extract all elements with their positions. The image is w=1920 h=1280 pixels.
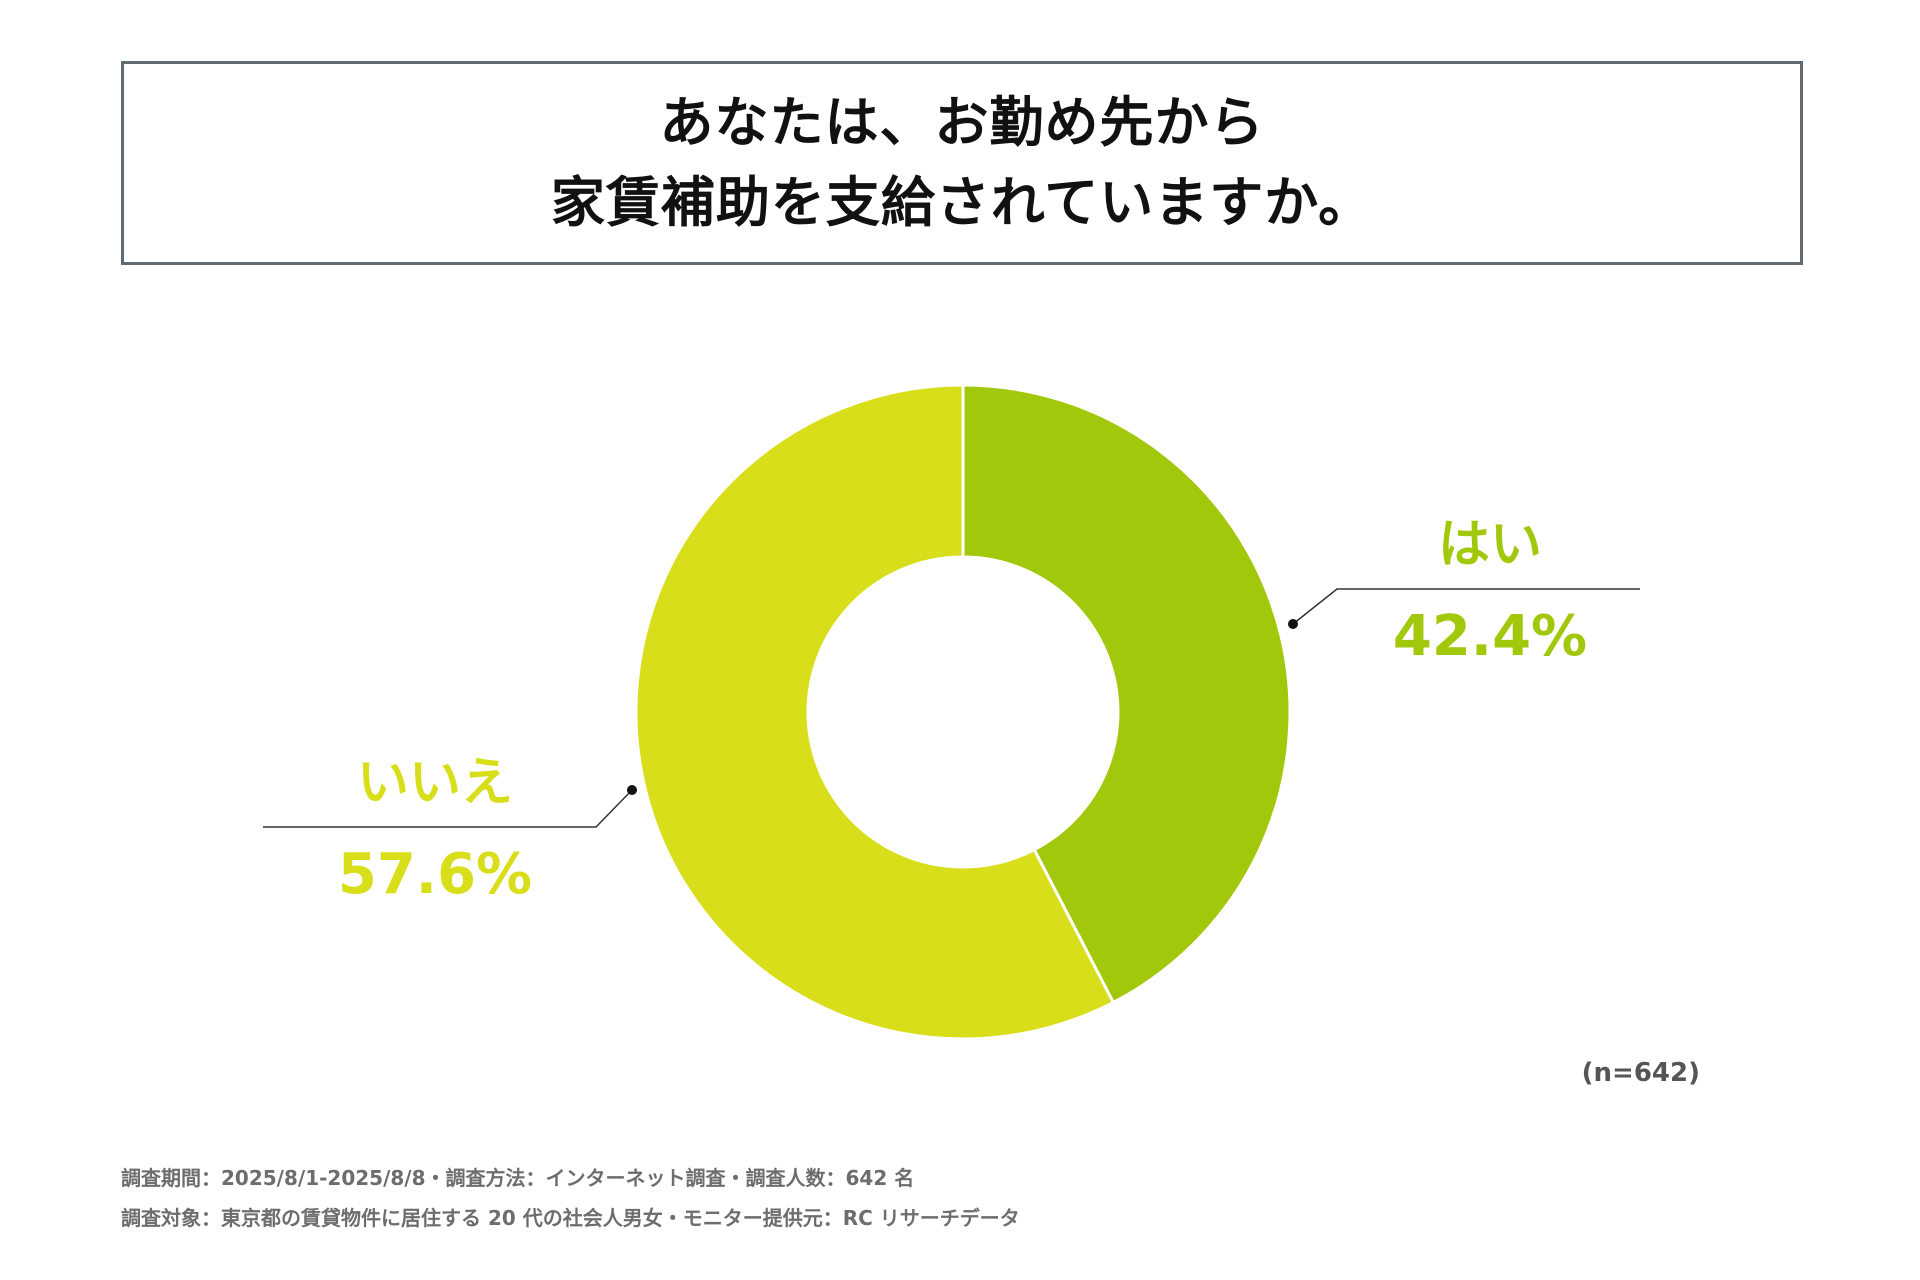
donut-slice-2	[634, 383, 1116, 1041]
sample-size-label: (n=642)	[1581, 1058, 1700, 1088]
survey-footnote-1: 調査期間：2025/8/1-2025/8/8・調査方法：インターネット調査・調査…	[121, 1166, 915, 1190]
callout-dot-1	[1288, 619, 1298, 629]
value-label-1: 42.4%	[1393, 604, 1587, 669]
callout-line-1	[1292, 588, 1640, 625]
title-line-1: あなたは、お勤め先から	[659, 91, 1265, 154]
callout-line-2	[263, 789, 633, 828]
title-box: あなたは、お勤め先から 家賃補助を支給されていますか。	[121, 61, 1803, 265]
survey-footnote-2: 調査対象：東京都の賃貸物件に居住する 20 代の社会人男女・モニター提供元：RC…	[121, 1206, 1020, 1230]
value-label-2: 57.6%	[338, 842, 532, 907]
title-line-2: 家賃補助を支給されていますか。	[550, 171, 1374, 234]
category-label-2: いいえ	[357, 753, 513, 813]
callout-dot-2	[627, 785, 637, 795]
category-label-1: はい	[1438, 515, 1542, 575]
donut-slice-1	[961, 383, 1292, 1005]
